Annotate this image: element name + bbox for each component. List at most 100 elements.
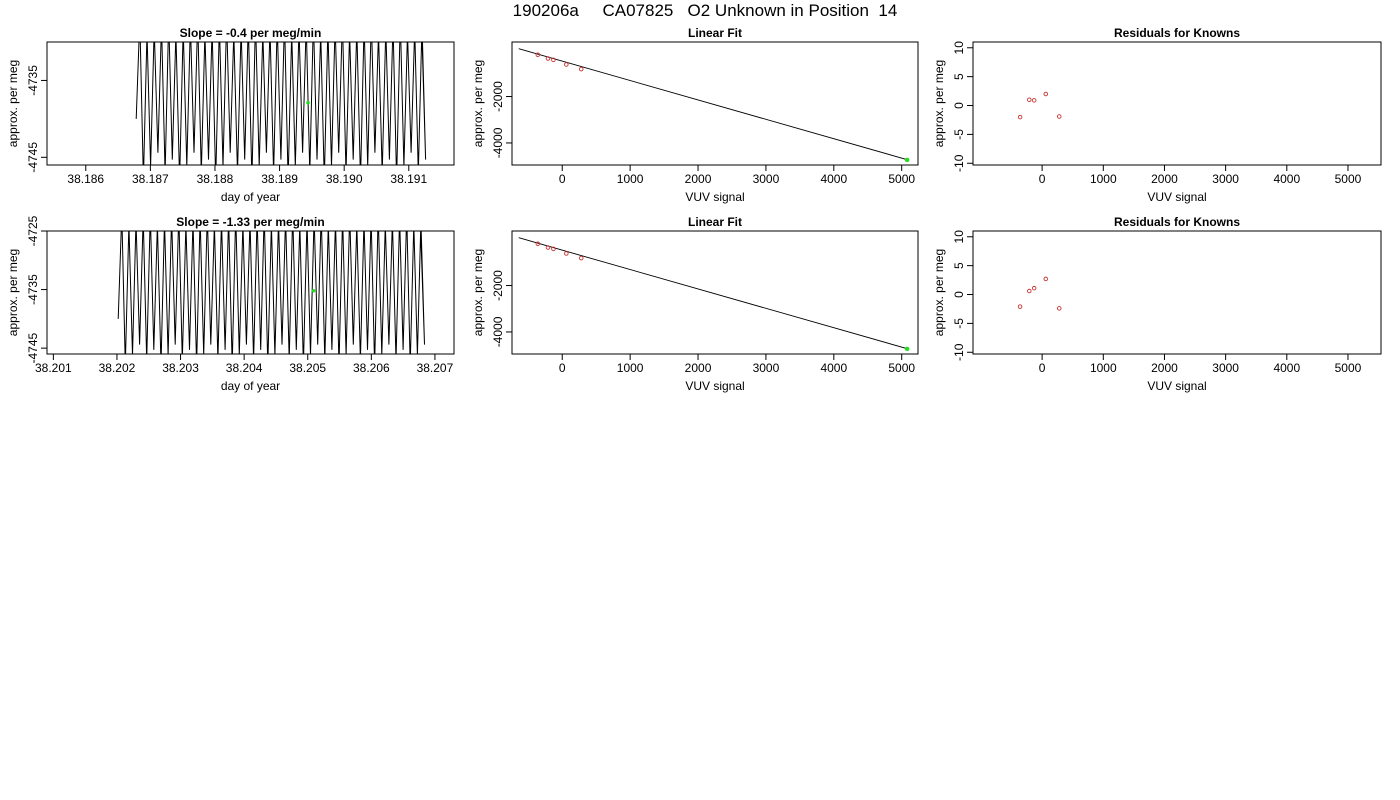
x-tick-label: 38.187	[132, 172, 169, 186]
unknown-marker	[306, 100, 310, 105]
known-point	[1017, 304, 1023, 309]
plot-area	[135, 42, 427, 165]
y-tick-label: -2000	[491, 81, 505, 112]
y-tick-label: -5	[952, 129, 966, 140]
chart-title: Residuals for Knowns	[1114, 215, 1240, 229]
y-tick-label: 0	[952, 102, 966, 109]
plot-area	[117, 231, 425, 354]
known-point	[579, 66, 584, 72]
y-axis: -4735 -4745	[26, 65, 47, 173]
x-tick-label: 4000	[1273, 172, 1300, 186]
known-point	[1043, 276, 1049, 282]
y-axis-label: approx. per meg	[932, 60, 946, 147]
x-tick-label: 3000	[753, 361, 780, 375]
plot-frame	[46, 41, 455, 166]
x-tick-label: 38.202	[99, 361, 136, 375]
page-title: 190206a CA07825 O2 Unknown in Position 1…	[512, 1, 898, 20]
x-tick-label: 5000	[1335, 172, 1362, 186]
y-axis-label: approx. per meg	[932, 249, 946, 336]
fit-line	[518, 48, 908, 161]
x-tick-label: 0	[559, 172, 566, 186]
plot-area	[1017, 276, 1062, 311]
known-point	[545, 56, 551, 61]
known-point	[1027, 288, 1032, 294]
x-tick-label: 2000	[685, 172, 712, 186]
plot-area	[518, 48, 910, 163]
x-tick-label: 3000	[1212, 172, 1239, 186]
x-axis-label: day of year	[221, 190, 280, 204]
known-point	[1031, 98, 1037, 103]
y-axis: -2000 -4000	[491, 81, 512, 158]
known-point	[579, 255, 584, 261]
y-tick-label: -10	[952, 343, 966, 361]
x-axis: 38.201 38.202 38.203 38.204 38.205 38.206 38.2…	[35, 354, 454, 375]
y-axis: -10 -5 0 5 10	[952, 230, 973, 361]
known-point	[564, 62, 569, 67]
known-point	[545, 245, 551, 250]
x-tick-label: 38.191	[390, 172, 427, 186]
x-tick-label: 38.205	[289, 361, 326, 375]
y-tick-label: -5	[952, 318, 966, 329]
x-tick-label: 5000	[1335, 361, 1362, 375]
x-axis: 38.186 38.187 38.188 38.189 38.190 38.191	[67, 165, 427, 186]
x-tick-label: 0	[559, 361, 566, 375]
fit-line	[518, 237, 908, 350]
x-tick-label: 38.190	[326, 172, 363, 186]
chart-title: Linear Fit	[688, 26, 742, 40]
known-point	[1043, 91, 1049, 97]
x-axis-label: VUV signal	[685, 190, 744, 204]
y-axis-label: approx. per meg	[6, 60, 20, 147]
known-point	[1056, 114, 1062, 119]
chart-panel-5: Linear Fit 0 1000 2000 3000 4000 5000 VUV signa…	[471, 215, 919, 393]
chart-title: Slope = -0.4 per meg/min	[180, 26, 322, 40]
x-tick-label: 38.207	[417, 361, 454, 375]
x-tick-label: 1000	[617, 172, 644, 186]
x-tick-label: 2000	[1151, 361, 1178, 375]
y-tick-label: -4745	[26, 332, 40, 363]
x-tick-label: 38.201	[35, 361, 72, 375]
y-axis-label: approx. per meg	[6, 249, 20, 336]
x-axis-label: VUV signal	[685, 379, 744, 393]
x-tick-label: 4000	[820, 172, 847, 186]
chart-title: Residuals for Knowns	[1114, 26, 1240, 40]
x-tick-label: 38.189	[261, 172, 298, 186]
y-tick-label: -4745	[26, 142, 40, 173]
y-axis: -4725 -4735 -4745	[26, 215, 47, 363]
trace-line	[135, 42, 427, 165]
x-tick-label: 4000	[1273, 361, 1300, 375]
x-axis-label: day of year	[221, 379, 280, 393]
x-axis: 0 1000 2000 3000 4000 5000	[1039, 165, 1362, 186]
x-tick-label: 38.186	[67, 172, 104, 186]
chart-title: Linear Fit	[688, 215, 742, 229]
known-point	[535, 241, 541, 247]
x-axis-label: VUV signal	[1147, 379, 1206, 393]
y-tick-label: 10	[952, 41, 966, 55]
x-axis-label: VUV signal	[1147, 190, 1206, 204]
plot-frame	[511, 41, 919, 166]
x-tick-label: 0	[1039, 361, 1046, 375]
x-axis: 0 1000 2000 3000 4000 5000	[1039, 354, 1362, 375]
x-tick-label: 3000	[753, 172, 780, 186]
x-tick-label: 0	[1039, 172, 1046, 186]
known-point	[551, 57, 556, 63]
known-point	[1027, 97, 1032, 102]
x-tick-label: 5000	[888, 361, 915, 375]
y-axis: -10 -5 0 5 10	[952, 41, 973, 172]
x-tick-label: 38.188	[197, 172, 234, 186]
y-tick-label: -4735	[26, 274, 40, 305]
y-tick-label: 0	[952, 291, 966, 298]
known-point	[1031, 285, 1037, 291]
x-tick-label: 38.206	[353, 361, 390, 375]
x-tick-label: 2000	[685, 361, 712, 375]
known-point	[1056, 306, 1062, 311]
x-tick-label: 5000	[888, 172, 915, 186]
chart-title: Slope = -1.33 per meg/min	[176, 215, 324, 229]
y-tick-label: -2000	[491, 270, 505, 301]
x-tick-label: 4000	[820, 361, 847, 375]
y-axis-label: approx. per meg	[471, 60, 485, 147]
plot-area	[1017, 91, 1062, 120]
